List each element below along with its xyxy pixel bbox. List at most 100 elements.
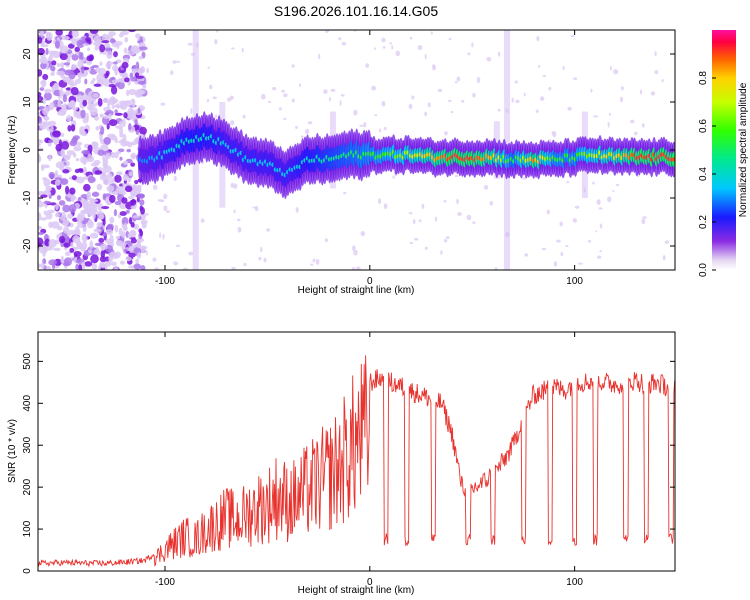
noise-blob (81, 149, 91, 155)
noise-blob (472, 221, 476, 224)
noise-blob (131, 46, 140, 54)
noise-blob (68, 82, 78, 87)
noise-blob (92, 92, 99, 99)
noise-blob (216, 30, 219, 33)
noise-blob (75, 263, 79, 270)
noise-blob (434, 216, 438, 222)
noise-blob (130, 221, 135, 228)
noise-blob (62, 204, 71, 213)
noise-blob (113, 61, 118, 65)
noise-blob (664, 240, 670, 244)
noise-blob (81, 241, 88, 250)
ridge-core (671, 157, 675, 162)
noise-blob (142, 84, 147, 89)
noise-blob (352, 245, 356, 252)
noise-blob (42, 108, 49, 116)
colorbar-label: Normalized spectral amplitude (738, 82, 749, 217)
noise-blob (283, 93, 288, 98)
noise-blob (381, 100, 386, 107)
noise-blob (128, 88, 137, 96)
noise-blob (62, 104, 67, 110)
noise-blob (343, 191, 347, 195)
noise-blob (129, 72, 134, 79)
noise-blob (113, 209, 118, 217)
noise-blob (50, 72, 55, 77)
noise-blob (300, 135, 304, 139)
noise-blob (395, 50, 401, 57)
noise-blob (100, 250, 106, 258)
y-tick-label: 0 (22, 147, 33, 153)
noise-blob (152, 257, 157, 262)
noise-blob (159, 232, 162, 239)
noise-blob (486, 57, 492, 62)
noise-blob (130, 205, 137, 210)
noise-blob (125, 255, 132, 262)
noise-blob (67, 229, 76, 235)
noise-blob (91, 191, 99, 197)
noise-blob (424, 246, 428, 250)
noise-blob (113, 51, 118, 58)
noise-blob (102, 158, 109, 167)
noise-blob (106, 122, 110, 130)
noise-blob (80, 109, 86, 119)
noise-blob (38, 111, 41, 117)
noise-blob (93, 228, 102, 233)
noise-blob (38, 197, 42, 204)
noise-blob (66, 114, 72, 122)
noise-blob (578, 262, 583, 265)
noise-blob (80, 199, 89, 203)
noise-blob (440, 250, 443, 255)
noise-blob (77, 60, 84, 68)
noise-blob (90, 66, 94, 70)
noise-blob (105, 62, 112, 69)
noise-blob (38, 107, 43, 111)
noise-blob (200, 218, 205, 223)
noise-blob (138, 46, 148, 51)
noise-blob (55, 161, 65, 169)
y-tick-label: 100 (22, 520, 33, 537)
noise-blob (43, 210, 48, 216)
noise-blob (59, 52, 68, 61)
y-tick-label: 400 (22, 395, 33, 412)
noise-blob (365, 63, 370, 69)
noise-blob (110, 178, 114, 185)
noise-blob (84, 78, 88, 85)
noise-blob (126, 148, 131, 153)
noise-blob (457, 212, 462, 216)
snr-x-label: Height of straight line (km) (298, 585, 415, 596)
noise-blob (497, 108, 501, 112)
noise-blob (359, 124, 365, 127)
noise-blob (353, 109, 358, 116)
noise-blob (212, 96, 217, 100)
noise-blob (613, 69, 619, 75)
noise-blob (115, 82, 120, 87)
noise-blob (106, 201, 111, 206)
x-tick-label: 100 (566, 276, 583, 287)
noise-blob (118, 100, 128, 105)
noise-blob (102, 193, 107, 201)
noise-blob (57, 98, 62, 108)
noise-blob (106, 185, 115, 192)
noise-blob (63, 257, 72, 266)
noise-blob (136, 252, 142, 259)
noise-blob (87, 153, 93, 162)
snr-series-line (38, 355, 675, 568)
noise-blob (71, 65, 77, 70)
snr-y-axis: 0 100 200 300 400 500 (22, 353, 675, 574)
noise-blob (443, 199, 447, 203)
noise-blob (330, 88, 336, 92)
noise-blob (315, 258, 320, 265)
noise-blob (63, 62, 71, 66)
noise-blob (324, 238, 328, 243)
noise-blob (163, 205, 168, 212)
noise-blob (340, 94, 345, 97)
noise-blob (552, 131, 557, 138)
noise-blob (40, 44, 49, 48)
noise-blob (511, 97, 514, 103)
noise-blob (97, 149, 105, 156)
noise-blob (144, 212, 149, 216)
noise-blob (214, 38, 218, 45)
noise-blob (45, 48, 49, 55)
